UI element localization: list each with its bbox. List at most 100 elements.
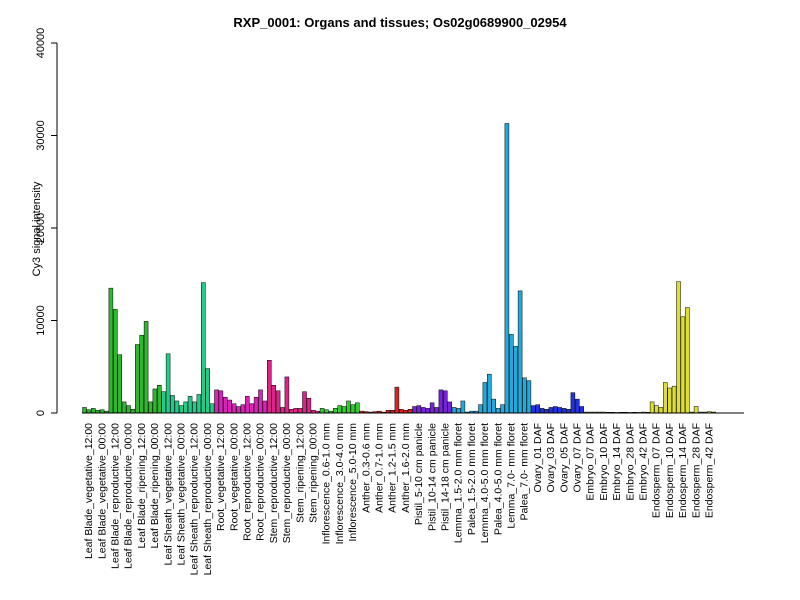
bar: [82, 407, 87, 414]
bar: [535, 404, 540, 414]
bar: [161, 391, 166, 414]
x-tick-label: Embryo_42 DAF: [638, 423, 650, 501]
bar: [416, 405, 422, 414]
x-tick-label: Embryo_28 DAF: [624, 423, 636, 501]
bar: [526, 380, 532, 414]
bar: [223, 397, 228, 414]
bar: [394, 386, 400, 414]
bar: [570, 392, 576, 414]
bar: [421, 407, 426, 414]
bar: [407, 409, 413, 414]
bar: [482, 382, 488, 414]
x-tick-label: Leaf Blade_ripening_12:00: [136, 423, 148, 549]
bar: [685, 307, 690, 414]
bar: [271, 385, 276, 414]
y-tick-label: 30000: [35, 120, 47, 151]
chart-title: RXP_0001: Organs and tissues; Os02g06899…: [233, 15, 567, 30]
bar: [262, 400, 268, 414]
x-tick-label: Inflorescence_3.0-4.0 mm: [334, 423, 346, 545]
bar: [139, 335, 144, 414]
bar: [557, 407, 562, 414]
bar: [412, 406, 417, 414]
y-tick-label: 20000: [35, 213, 47, 244]
bar: [579, 406, 584, 414]
bar: [148, 401, 153, 414]
x-tick-label: Embryo_07 DAF: [585, 423, 597, 501]
bar: [117, 354, 122, 414]
bar: [289, 409, 294, 414]
x-tick-label: Ovary_01 DAF: [532, 423, 544, 492]
x-tick-label: Leaf Blade_vegetative_00:00: [96, 423, 108, 559]
x-tick-label: Endosperm_10 DAF: [664, 423, 676, 518]
bar: [152, 388, 158, 414]
bar: [460, 400, 466, 414]
bar: [548, 407, 554, 414]
bar: [253, 397, 259, 414]
x-tick-label: Endosperm_07 DAF: [651, 423, 663, 518]
bar: [258, 389, 263, 414]
bar: [451, 407, 457, 414]
bar: [575, 398, 580, 414]
bar: [165, 353, 171, 414]
x-tick-label: Leaf Blade_reproductive_12:00: [110, 423, 122, 569]
x-tick-label: Lemma_4.0-5.0 mm floret: [479, 423, 491, 543]
bar: [174, 400, 180, 414]
bar: [429, 402, 435, 414]
bar: [275, 390, 281, 414]
bar: [227, 399, 232, 414]
bar: [214, 389, 219, 414]
x-tick-label: Leaf Sheath_vegetative_00:00: [176, 423, 188, 566]
bar: [443, 390, 448, 414]
y-axis-label: Cy3 signal intensity: [31, 181, 43, 276]
bar: [491, 398, 496, 414]
bar: [157, 385, 162, 414]
bar: [680, 316, 686, 414]
bar: [495, 408, 501, 414]
bar: [487, 373, 492, 414]
bar: [249, 403, 254, 414]
bar: [183, 401, 188, 414]
bar: [676, 281, 681, 414]
bar: [693, 406, 699, 414]
bar: [355, 402, 360, 414]
bar: [91, 408, 96, 414]
x-tick-label: Root_reproductive_12:00: [242, 423, 254, 541]
x-tick-label: Root_vegetative_00:00: [228, 423, 240, 531]
bar: [218, 390, 224, 414]
y-axis: 0 10000 20000 30000 40000: [35, 28, 58, 416]
bar: [280, 407, 285, 414]
bar: [170, 395, 175, 414]
x-tick-label: Stem_reproductive_12:00: [268, 423, 280, 543]
bar: [663, 382, 668, 414]
bar: [654, 405, 659, 414]
bar: [478, 404, 483, 414]
bar: [531, 405, 536, 414]
x-tick-label: Stem_reproductive_00:00: [281, 423, 293, 543]
bar: [267, 360, 272, 414]
bar: [113, 309, 118, 414]
bar: [319, 408, 325, 414]
bar: [434, 407, 439, 414]
bar: [231, 403, 237, 414]
x-tick-label: Palea_4.0-5.0 mm floret: [492, 423, 504, 535]
bar: [341, 406, 347, 414]
x-tick-label: Anther_0.7-1.0 mm: [374, 423, 386, 513]
y-tick-label: 0: [35, 410, 47, 416]
bar: [566, 409, 571, 414]
bar: [500, 404, 505, 414]
x-tick-label: Palea_7.0- mm floret: [519, 423, 531, 521]
bar: [135, 344, 140, 414]
x-tick-label: Root_vegetative_12:00: [215, 423, 227, 531]
bar: [126, 405, 131, 414]
x-tick-label: Ovary_05 DAF: [558, 423, 570, 492]
bar: [509, 334, 514, 414]
bar: [456, 408, 461, 414]
x-tick-label: Embryo_10 DAF: [598, 423, 610, 501]
bar: [187, 396, 193, 414]
bar: [346, 400, 351, 414]
bar: [108, 287, 114, 414]
bar: [130, 409, 136, 414]
x-tick-label: Leaf Sheath_reproductive_12:00: [189, 423, 201, 576]
x-tick-label: Inflorescence_5.0-10 mm: [347, 423, 359, 542]
bar: [447, 401, 452, 414]
